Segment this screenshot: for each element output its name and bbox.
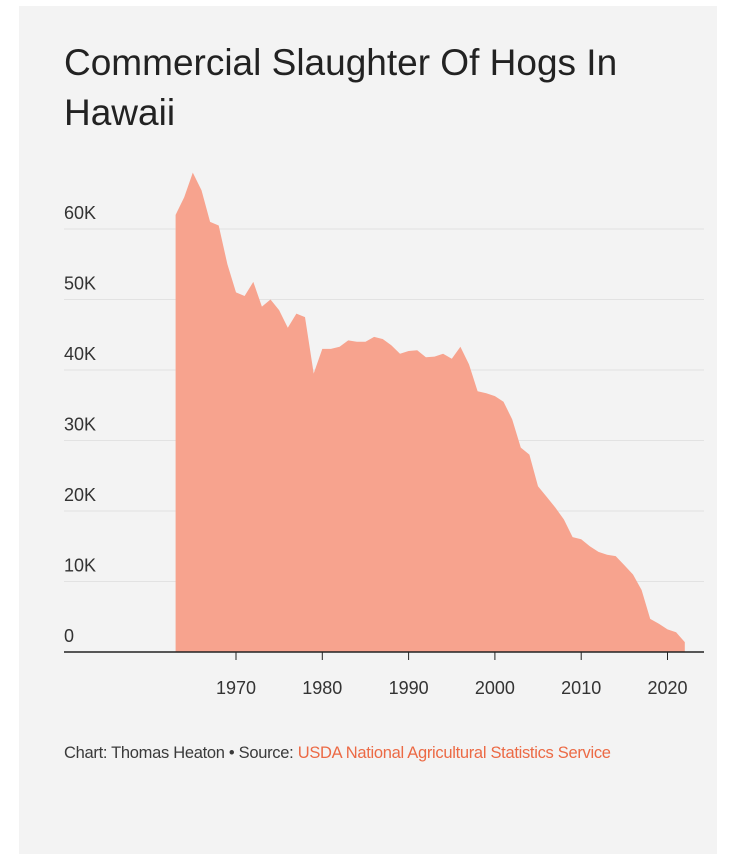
y-tick-label: 40K bbox=[64, 344, 96, 364]
y-tick-label: 50K bbox=[64, 274, 96, 294]
y-tick-label: 30K bbox=[64, 415, 96, 435]
y-tick-label: 0 bbox=[64, 626, 74, 646]
y-tick-label: 10K bbox=[64, 556, 96, 576]
chart-title: Commercial Slaughter Of Hogs In Hawaii bbox=[64, 42, 618, 133]
x-tick-label: 2020 bbox=[647, 678, 687, 698]
x-tick-label: 2000 bbox=[475, 678, 515, 698]
area-series bbox=[175, 172, 685, 652]
x-tick-label: 2010 bbox=[561, 678, 601, 698]
credit-text: Chart: Thomas Heaton • Source: bbox=[64, 744, 298, 762]
x-tick-label: 1980 bbox=[302, 678, 342, 698]
chart-footer: Chart: Thomas Heaton • Source: USDA Nati… bbox=[64, 741, 714, 766]
y-tick-label: 20K bbox=[64, 485, 96, 505]
x-tick-label: 1970 bbox=[216, 678, 256, 698]
source-link[interactable]: USDA National Agricultural Statistics Se… bbox=[297, 744, 611, 762]
y-axis-ticks: 60K 50K 40K 30K 20K 10K 0 bbox=[64, 203, 96, 646]
y-tick-label: 60K bbox=[64, 203, 96, 223]
x-tick-label: 1990 bbox=[389, 678, 429, 698]
x-axis-ticks: 1970 1980 1990 2000 2010 2020 bbox=[216, 652, 688, 698]
